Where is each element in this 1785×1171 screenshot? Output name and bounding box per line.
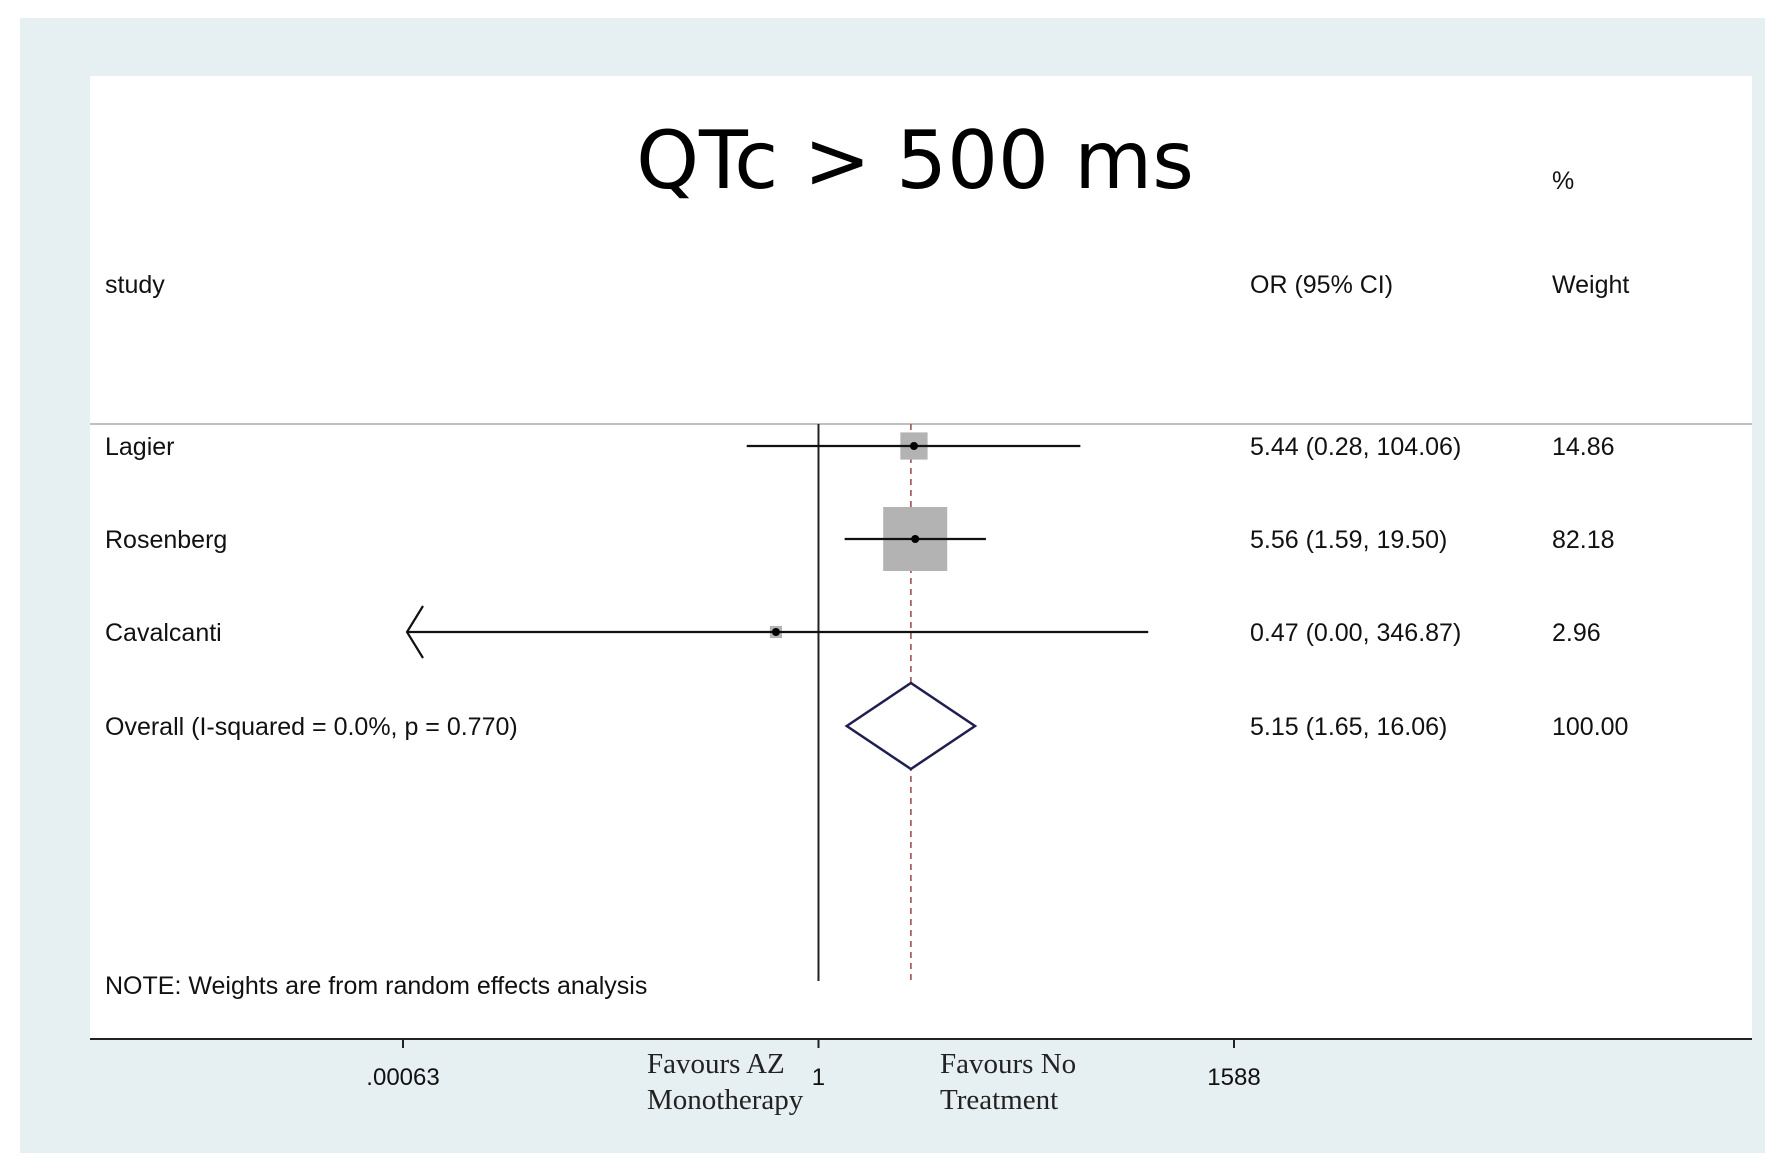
header-weight: Weight — [1552, 271, 1629, 299]
study-label-rosenberg: Rosenberg — [105, 526, 227, 554]
study-label-cavalcanti: Cavalcanti — [105, 619, 222, 647]
point-estimate-lagier — [909, 442, 918, 450]
study-label-lagier: Lagier — [105, 433, 175, 461]
favours-right-line2: Treatment — [940, 1084, 1058, 1116]
favours-left-line1: Favours AZ — [647, 1048, 785, 1080]
overall-diamond — [844, 681, 978, 771]
weight-rosenberg: 82.18 — [1552, 526, 1615, 554]
forest-plot: QTc > 500 ms study OR (95% CI) % Weight … — [90, 114, 1752, 1000]
weight-cavalcanti: 2.96 — [1552, 619, 1601, 647]
x-tick-label-1: 1 — [812, 1064, 825, 1091]
header-or: OR (95% CI) — [1250, 271, 1393, 299]
favours-left-line2: Monotherapy — [647, 1084, 804, 1116]
x-axis-ticks: .00063 1 1588 — [366, 1039, 1261, 1091]
favours-right-line1: Favours No — [940, 1048, 1076, 1080]
overall-weight: 100.00 — [1552, 713, 1628, 741]
forest-marks: Lagier 5.44 (0.28, 104.06) 14.86 Rosenberg 5… — [105, 424, 1628, 981]
ci-arrow-cavalcanti — [405, 605, 424, 659]
x-tick-label-1588: 1588 — [1207, 1064, 1260, 1091]
weight-lagier: 14.86 — [1552, 433, 1615, 461]
point-estimate-cavalcanti — [771, 628, 780, 636]
x-axis-area: .00063 1 1588 Favours AZ Monotherapy Favou… — [90, 1038, 1752, 1116]
or-ci-rosenberg: 5.56 (1.59, 19.50) — [1250, 526, 1447, 554]
figure-frame: QTc > 500 ms study OR (95% CI) % Weight … — [20, 18, 1765, 1153]
or-ci-cavalcanti: 0.47 (0.00, 346.87) — [1250, 619, 1461, 647]
overall-label: Overall (I-squared = 0.0%, p = 0.770) — [105, 713, 518, 741]
x-tick-label-p00063: .00063 — [366, 1064, 439, 1091]
overall-or-ci: 5.15 (1.65, 16.06) — [1250, 713, 1447, 741]
note-text: NOTE: Weights are from random effects an… — [105, 972, 647, 1000]
chart-title: QTc > 500 ms — [636, 114, 1194, 207]
or-ci-lagier: 5.44 (0.28, 104.06) — [1250, 433, 1461, 461]
plot-panel: QTc > 500 ms study OR (95% CI) % Weight … — [90, 76, 1752, 1116]
header-weight-pct: % — [1552, 167, 1574, 195]
header-study: study — [105, 271, 165, 299]
point-estimate-rosenberg — [911, 535, 920, 543]
